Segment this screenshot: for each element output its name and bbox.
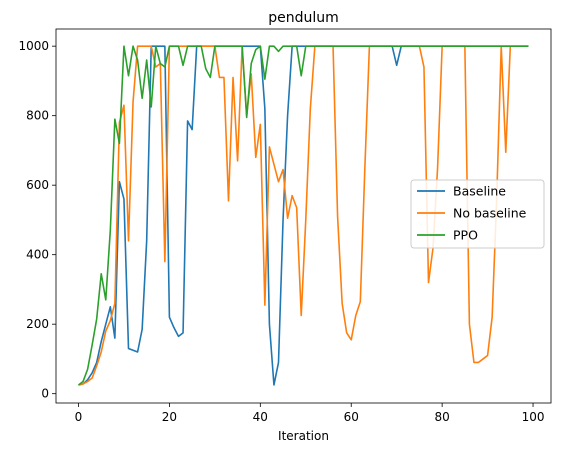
chart-title: pendulum xyxy=(268,10,339,26)
x-tick-label: 80 xyxy=(434,410,449,424)
legend-box xyxy=(410,179,545,249)
x-tick-label: 20 xyxy=(162,410,177,424)
plot-area xyxy=(55,28,552,404)
plot-frame xyxy=(55,28,552,404)
y-tick-label: 400 xyxy=(26,248,49,262)
series-line-ppo xyxy=(78,45,529,386)
x-axis-label: Iteration xyxy=(278,429,329,443)
y-tick-label: 200 xyxy=(26,317,49,331)
x-tick-label: 60 xyxy=(344,410,359,424)
series-layer xyxy=(78,45,529,386)
y-tick-label: 0 xyxy=(41,387,49,401)
legend-entry: PPO xyxy=(453,228,478,243)
y-tick-label: 1000 xyxy=(18,39,49,53)
x-tick-label: 40 xyxy=(253,410,268,424)
legend: Baseline No baseline PPO xyxy=(410,179,545,249)
series-line-no-baseline xyxy=(78,45,512,386)
legend-entry: No baseline xyxy=(453,206,527,221)
x-tick-label: 100 xyxy=(522,410,545,424)
y-tick-label: 600 xyxy=(26,178,49,192)
y-axis: 0 200 400 600 800 1000 xyxy=(18,39,56,401)
legend-entry: Baseline xyxy=(453,184,506,199)
y-tick-label: 800 xyxy=(26,109,49,123)
x-axis: 0 20 40 60 80 100 xyxy=(75,403,545,424)
x-tick-label: 0 xyxy=(75,410,83,424)
